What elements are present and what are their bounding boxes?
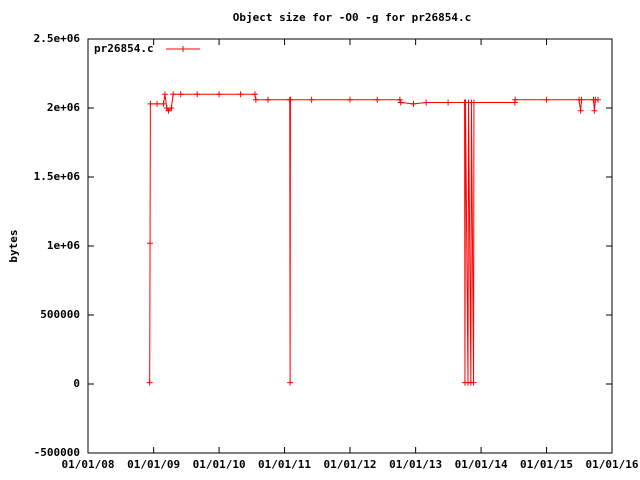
- point-marker: [168, 105, 175, 111]
- y-tick-label: 1e+06: [47, 239, 80, 252]
- point-marker: [146, 379, 153, 386]
- point-marker: [470, 99, 477, 106]
- point-marker: [287, 379, 294, 386]
- x-tick-label: 01/01/09: [127, 458, 180, 471]
- x-tick-label: 01/01/13: [389, 458, 442, 471]
- legend-label: pr26854.c: [94, 42, 154, 55]
- point-marker: [543, 96, 550, 103]
- x-tick-label: 01/01/08: [62, 458, 115, 471]
- point-marker: [578, 96, 585, 103]
- x-tick-label: 01/01/15: [520, 458, 573, 471]
- point-marker: [595, 96, 602, 103]
- point-marker: [252, 96, 259, 103]
- x-tick-label: 01/01/16: [586, 458, 639, 471]
- y-tick-label: 2e+06: [47, 101, 80, 114]
- point-marker: [177, 91, 184, 98]
- point-marker: [470, 379, 477, 386]
- point-marker: [577, 107, 584, 114]
- point-marker: [160, 100, 167, 107]
- point-marker: [374, 96, 381, 103]
- point-marker: [251, 91, 258, 98]
- x-tick-label: 01/01/14: [455, 458, 508, 471]
- point-marker: [396, 96, 403, 103]
- point-marker: [423, 99, 430, 106]
- y-tick-label: -500000: [34, 446, 80, 459]
- y-axis-label: bytes: [7, 229, 20, 262]
- y-tick-label: 500000: [40, 308, 80, 321]
- point-marker: [347, 96, 353, 103]
- point-marker: [512, 96, 519, 103]
- point-marker: [165, 107, 172, 114]
- y-tick-label: 0: [73, 377, 80, 390]
- y-tick-label: 1.5e+06: [34, 170, 81, 183]
- point-marker: [147, 240, 154, 247]
- point-marker: [161, 91, 168, 98]
- point-marker: [397, 99, 404, 106]
- point-marker: [410, 100, 417, 107]
- point-marker: [308, 96, 315, 103]
- point-marker: [154, 100, 161, 107]
- point-marker: [445, 99, 452, 106]
- x-tick-label: 01/01/11: [258, 458, 311, 471]
- x-tick-label: 01/01/12: [324, 458, 377, 471]
- point-marker: [216, 91, 223, 98]
- point-marker: [170, 91, 177, 98]
- x-tick-label: 01/01/10: [193, 458, 246, 471]
- chart-title: Object size for -O0 -g for pr26854.c: [233, 11, 471, 24]
- y-tick-label: 2.5e+06: [34, 32, 81, 45]
- point-marker: [287, 96, 294, 103]
- point-marker: [237, 91, 244, 98]
- legend-swatch: [180, 46, 186, 52]
- point-marker: [194, 91, 201, 98]
- point-marker: [147, 100, 154, 107]
- point-marker: [591, 107, 598, 114]
- point-marker: [265, 96, 272, 103]
